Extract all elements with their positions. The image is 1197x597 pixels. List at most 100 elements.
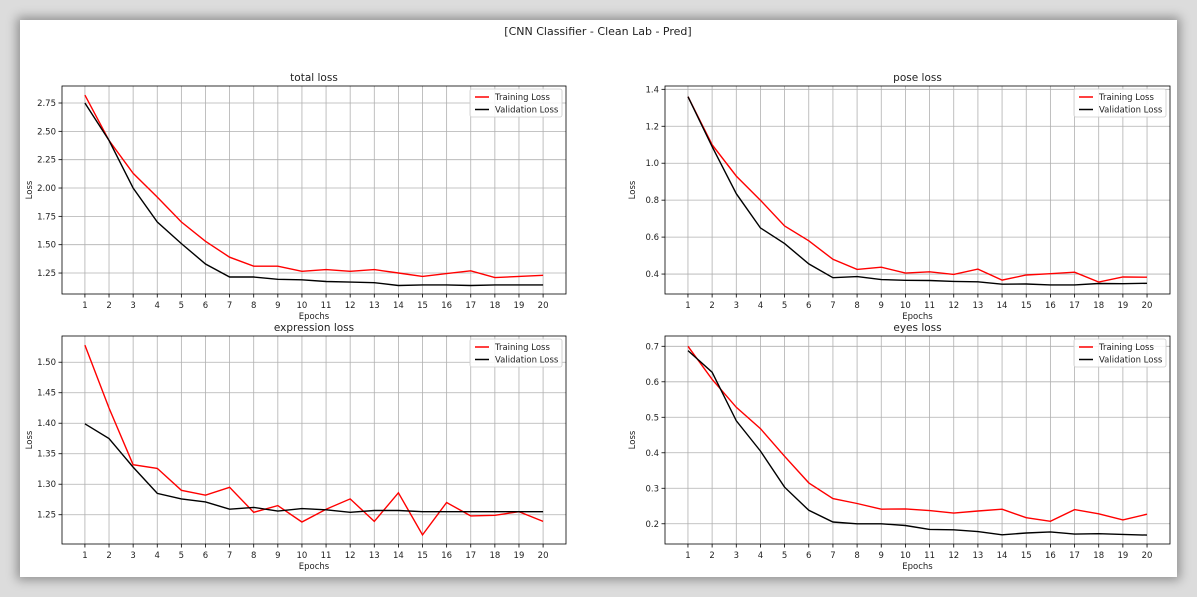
x-tick-label: 4 [758, 301, 763, 311]
legend: Training Loss Validation Loss [1073, 88, 1167, 118]
x-tick-label: 11 [321, 551, 332, 561]
y-tick-label: 0.8 [645, 196, 659, 206]
x-tick-label: 5 [179, 551, 184, 561]
x-tick-label: 7 [830, 301, 835, 311]
x-tick-label: 11 [924, 301, 935, 311]
x-tick-label: 4 [758, 551, 763, 561]
x-tick-label: 6 [203, 551, 208, 561]
y-tick-label: 0.4 [645, 270, 659, 280]
x-axis-label: Epochs [902, 312, 933, 322]
x-tick-label: 2 [106, 301, 111, 311]
x-tick-label: 12 [948, 301, 959, 311]
y-tick-label: 2.25 [37, 156, 56, 166]
axes-frame [664, 335, 1171, 545]
legend-label: Validation Loss [1099, 106, 1163, 116]
y-tick-label: 2.75 [37, 99, 56, 109]
x-tick-label: 15 [1021, 301, 1032, 311]
y-tick-label: 1.75 [37, 212, 56, 222]
x-tick-label: 11 [924, 551, 935, 561]
x-tick-label: 1 [685, 301, 690, 311]
y-tick-label: 1.35 [37, 450, 56, 460]
x-tick-label: 9 [275, 301, 280, 311]
legend-label: Validation Loss [495, 356, 559, 366]
chart-total-loss: 1 2 3 4 5 6 7 8 9 10 11 12 13 14 15 16 17 18 19 201.251.501… [25, 72, 567, 322]
x-tick-label: 5 [179, 301, 184, 311]
y-tick-label: 0.3 [645, 484, 659, 494]
legend: Training Loss Validation Loss [469, 338, 563, 368]
x-tick-label: 14 [997, 551, 1008, 561]
x-tick-label: 3 [734, 551, 739, 561]
x-tick-label: 12 [345, 301, 356, 311]
x-tick-label: 1 [82, 551, 87, 561]
x-tick-label: 3 [734, 301, 739, 311]
legend-label: Training Loss [1098, 93, 1154, 103]
series-line-validation-loss [84, 423, 544, 514]
y-tick-label: 1.30 [37, 480, 56, 490]
x-tick-label: 17 [465, 301, 476, 311]
x-tick-label: 18 [1093, 301, 1104, 311]
x-tick-label: 1 [685, 551, 690, 561]
legend-label: Validation Loss [1099, 356, 1163, 366]
y-tick-label: 1.25 [37, 511, 56, 521]
legend-label: Training Loss [494, 93, 550, 103]
x-tick-label: 13 [972, 301, 983, 311]
x-tick-label: 8 [251, 551, 256, 561]
x-tick-label: 15 [417, 301, 428, 311]
legend-box [1073, 88, 1167, 118]
legend-box [469, 88, 563, 118]
x-tick-label: 9 [879, 301, 884, 311]
y-axis-label: Loss [628, 180, 638, 199]
x-tick-label: 16 [1045, 301, 1056, 311]
x-tick-label: 15 [1021, 551, 1032, 561]
chart-pose-loss: 1 2 3 4 5 6 7 8 9 10 11 12 13 14 15 16 17 18 19 200.40.60.8… [628, 72, 1171, 322]
x-tick-label: 20 [538, 551, 549, 561]
y-tick-label: 2.50 [37, 127, 56, 137]
axes-frame [61, 85, 567, 295]
y-tick-label: 0.4 [645, 449, 659, 459]
series-line-training-loss [84, 344, 544, 537]
x-tick-label: 2 [709, 301, 714, 311]
legend-label: Validation Loss [495, 106, 559, 116]
x-tick-label: 7 [227, 551, 232, 561]
x-tick-label: 14 [393, 551, 404, 561]
x-tick-label: 8 [854, 551, 859, 561]
x-tick-label: 7 [830, 551, 835, 561]
x-tick-label: 12 [345, 551, 356, 561]
x-tick-label: 20 [1142, 301, 1153, 311]
x-tick-label: 5 [782, 551, 787, 561]
series-line-training-loss [687, 345, 1148, 523]
x-tick-label: 4 [155, 551, 160, 561]
legend: Training Loss Validation Loss [1073, 338, 1167, 368]
x-tick-label: 18 [489, 301, 500, 311]
x-tick-label: 13 [369, 301, 380, 311]
x-tick-label: 20 [1142, 551, 1153, 561]
x-tick-label: 2 [106, 551, 111, 561]
x-tick-label: 10 [900, 551, 911, 561]
y-tick-label: 1.50 [37, 358, 56, 368]
x-tick-label: 6 [806, 551, 811, 561]
x-tick-label: 8 [251, 301, 256, 311]
x-tick-label: 17 [1069, 551, 1080, 561]
y-axis-label: Loss [25, 430, 35, 449]
x-tick-label: 19 [1117, 551, 1128, 561]
x-tick-label: 16 [441, 301, 452, 311]
x-tick-label: 16 [441, 551, 452, 561]
x-tick-label: 18 [489, 551, 500, 561]
legend-box [1073, 338, 1167, 368]
x-tick-label: 14 [997, 301, 1008, 311]
x-tick-label: 15 [417, 551, 428, 561]
x-tick-label: 14 [393, 301, 404, 311]
x-tick-label: 16 [1045, 551, 1056, 561]
y-tick-label: 1.2 [645, 122, 659, 132]
series-line-training-loss [84, 94, 544, 279]
x-axis-label: Epochs [299, 312, 330, 322]
y-tick-label: 1.25 [37, 269, 56, 279]
x-tick-label: 7 [227, 301, 232, 311]
chart-title: expression loss [274, 322, 354, 334]
legend-label: Training Loss [494, 343, 550, 353]
series-line-validation-loss [687, 96, 1148, 286]
x-tick-label: 6 [806, 301, 811, 311]
y-tick-label: 0.2 [645, 520, 659, 530]
x-tick-label: 4 [155, 301, 160, 311]
series-line-training-loss [687, 96, 1148, 283]
